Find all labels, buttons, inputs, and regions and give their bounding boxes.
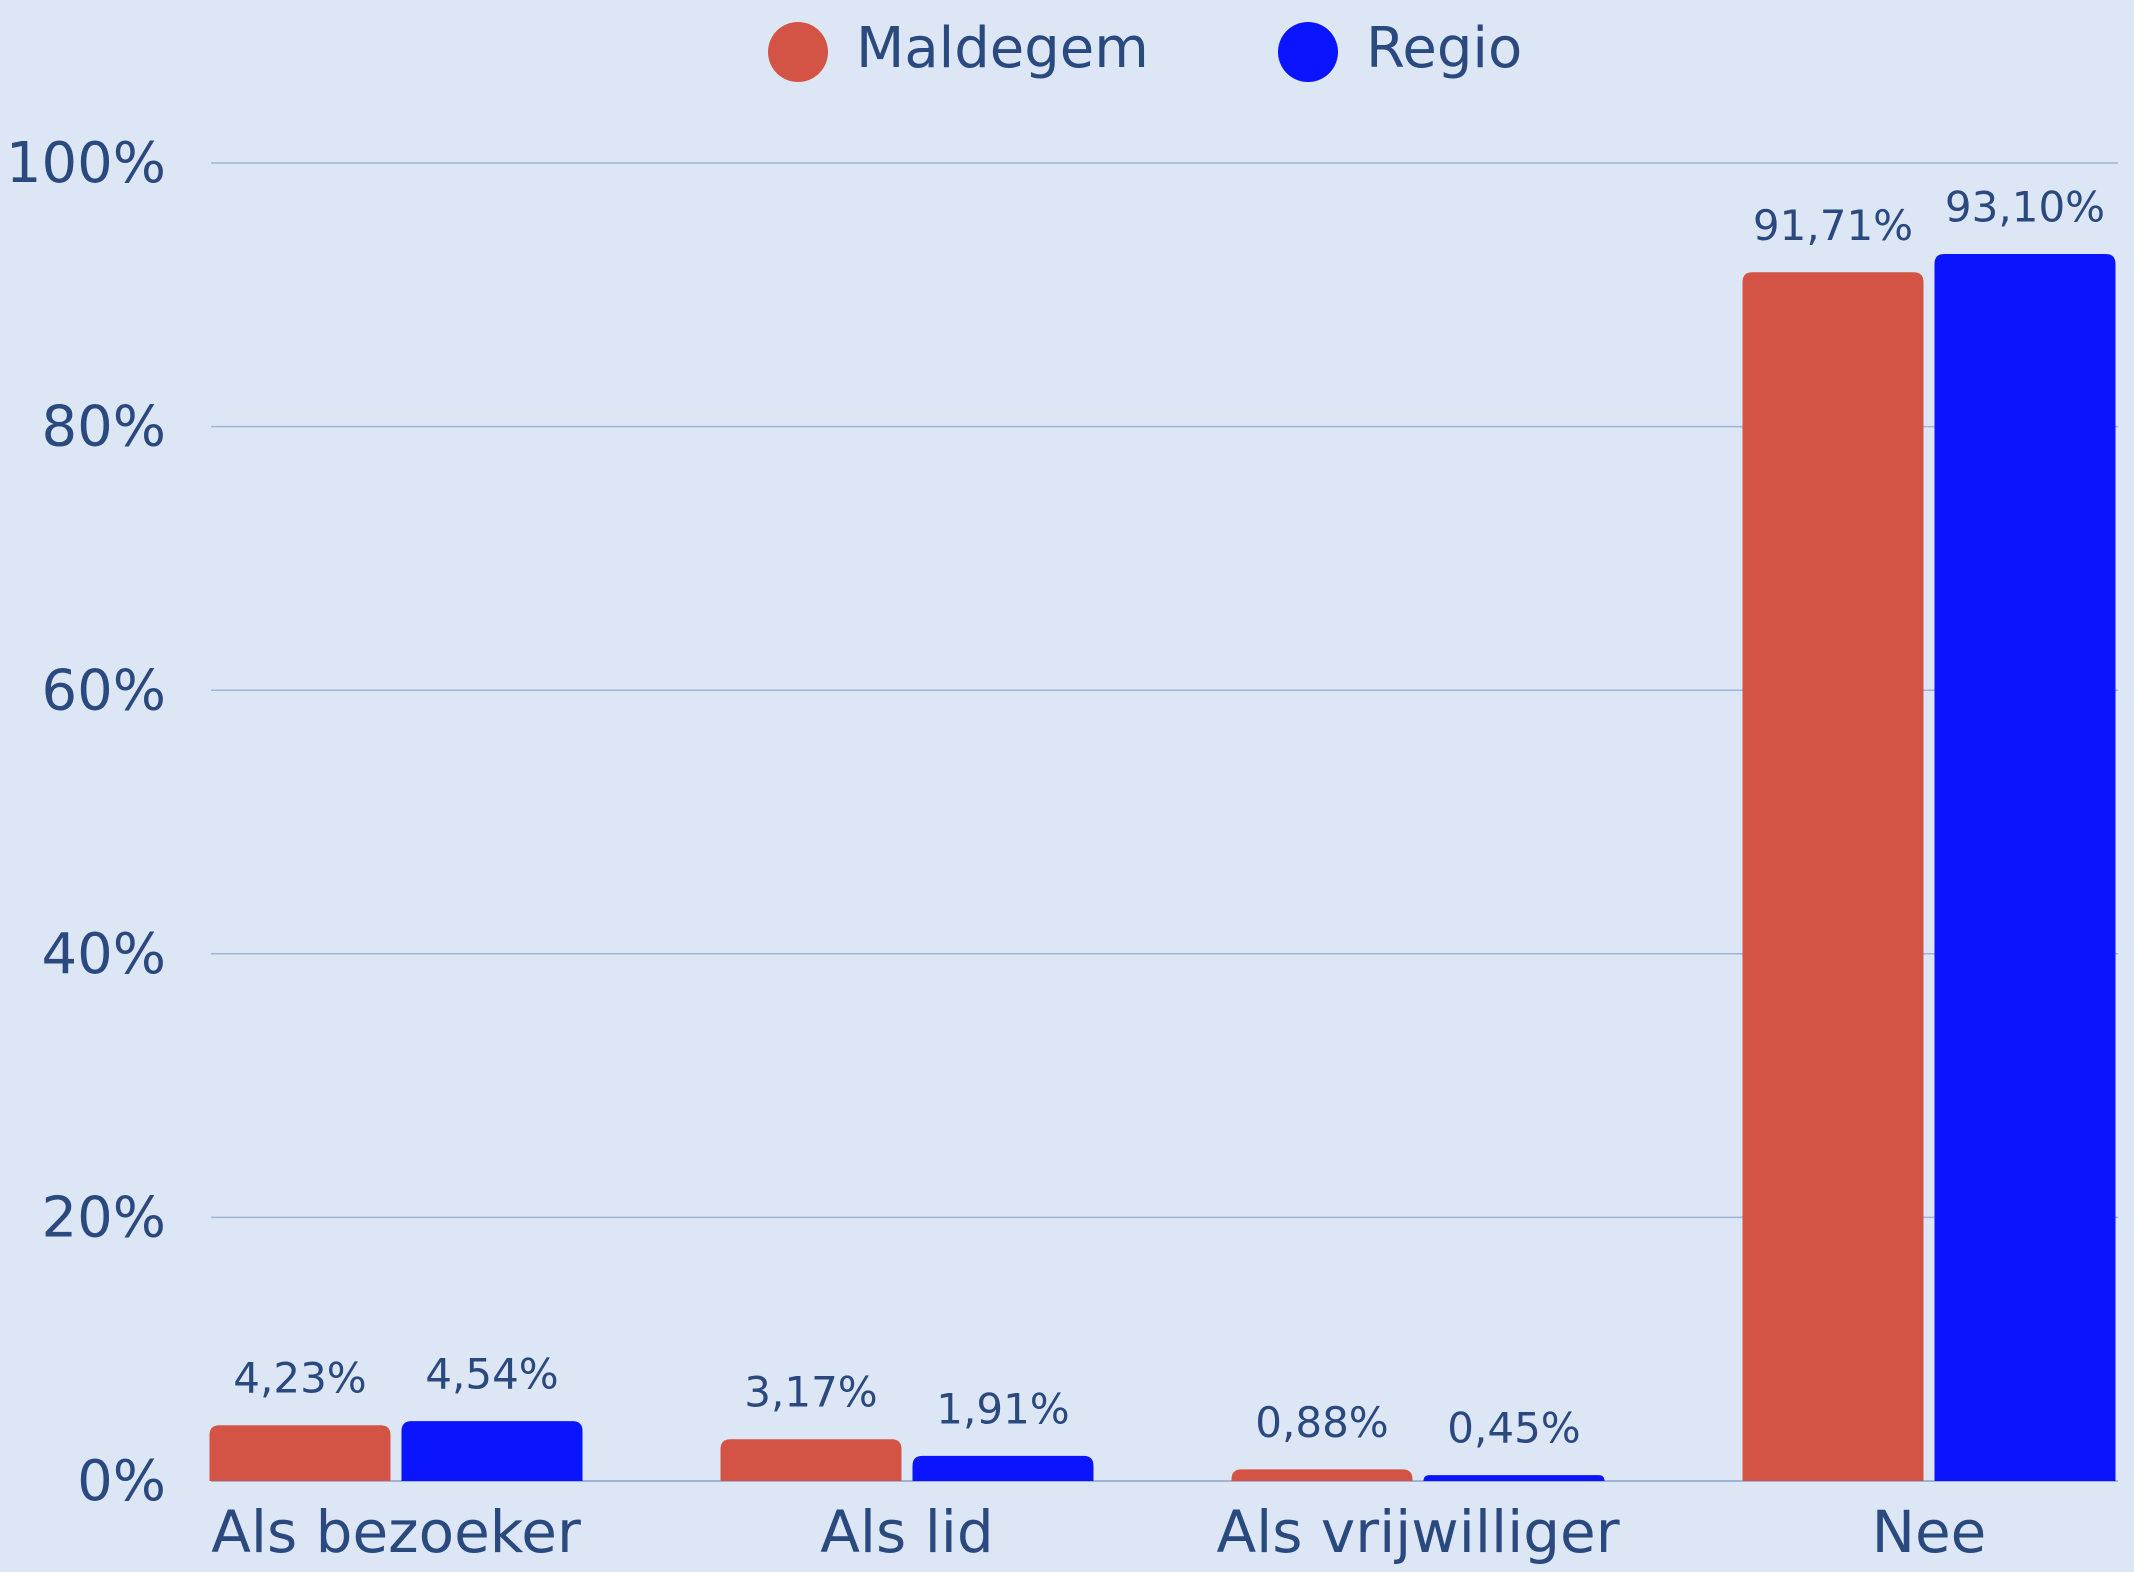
value-label: 93,10%: [1945, 182, 2105, 231]
x-tick-label: Als bezoeker: [211, 1498, 581, 1566]
value-label: 1,91%: [936, 1384, 1069, 1433]
y-tick-label: 60%: [42, 658, 166, 723]
y-tick-label: 100%: [6, 131, 166, 196]
bar: [1423, 1475, 1605, 1481]
bar: [1742, 272, 1924, 1481]
value-label: 3,17%: [744, 1368, 877, 1417]
value-label: 4,23%: [233, 1354, 366, 1403]
x-tick-label: Als lid: [820, 1498, 994, 1566]
bar: [1934, 253, 2116, 1481]
bar: [1231, 1469, 1413, 1481]
value-label: 91,71%: [1753, 201, 1913, 250]
bar: [209, 1425, 391, 1481]
bar: [720, 1439, 902, 1481]
legend-marker: [768, 22, 828, 82]
legend-marker: [1278, 22, 1338, 82]
y-tick-label: 20%: [42, 1186, 166, 1251]
legend-label: Regio: [1366, 16, 1522, 81]
y-tick-label: 80%: [42, 395, 166, 460]
value-label: 4,54%: [425, 1350, 558, 1399]
bar: [401, 1421, 583, 1481]
legend-label: Maldegem: [856, 16, 1149, 81]
value-label: 0,45%: [1447, 1404, 1580, 1453]
value-label: 0,88%: [1255, 1398, 1388, 1447]
bar: [912, 1455, 1094, 1481]
y-tick-label: 40%: [42, 922, 166, 987]
y-tick-label: 0%: [77, 1449, 166, 1514]
x-tick-label: Als vrijwilliger: [1216, 1498, 1619, 1566]
x-tick-label: Nee: [1872, 1498, 1987, 1566]
